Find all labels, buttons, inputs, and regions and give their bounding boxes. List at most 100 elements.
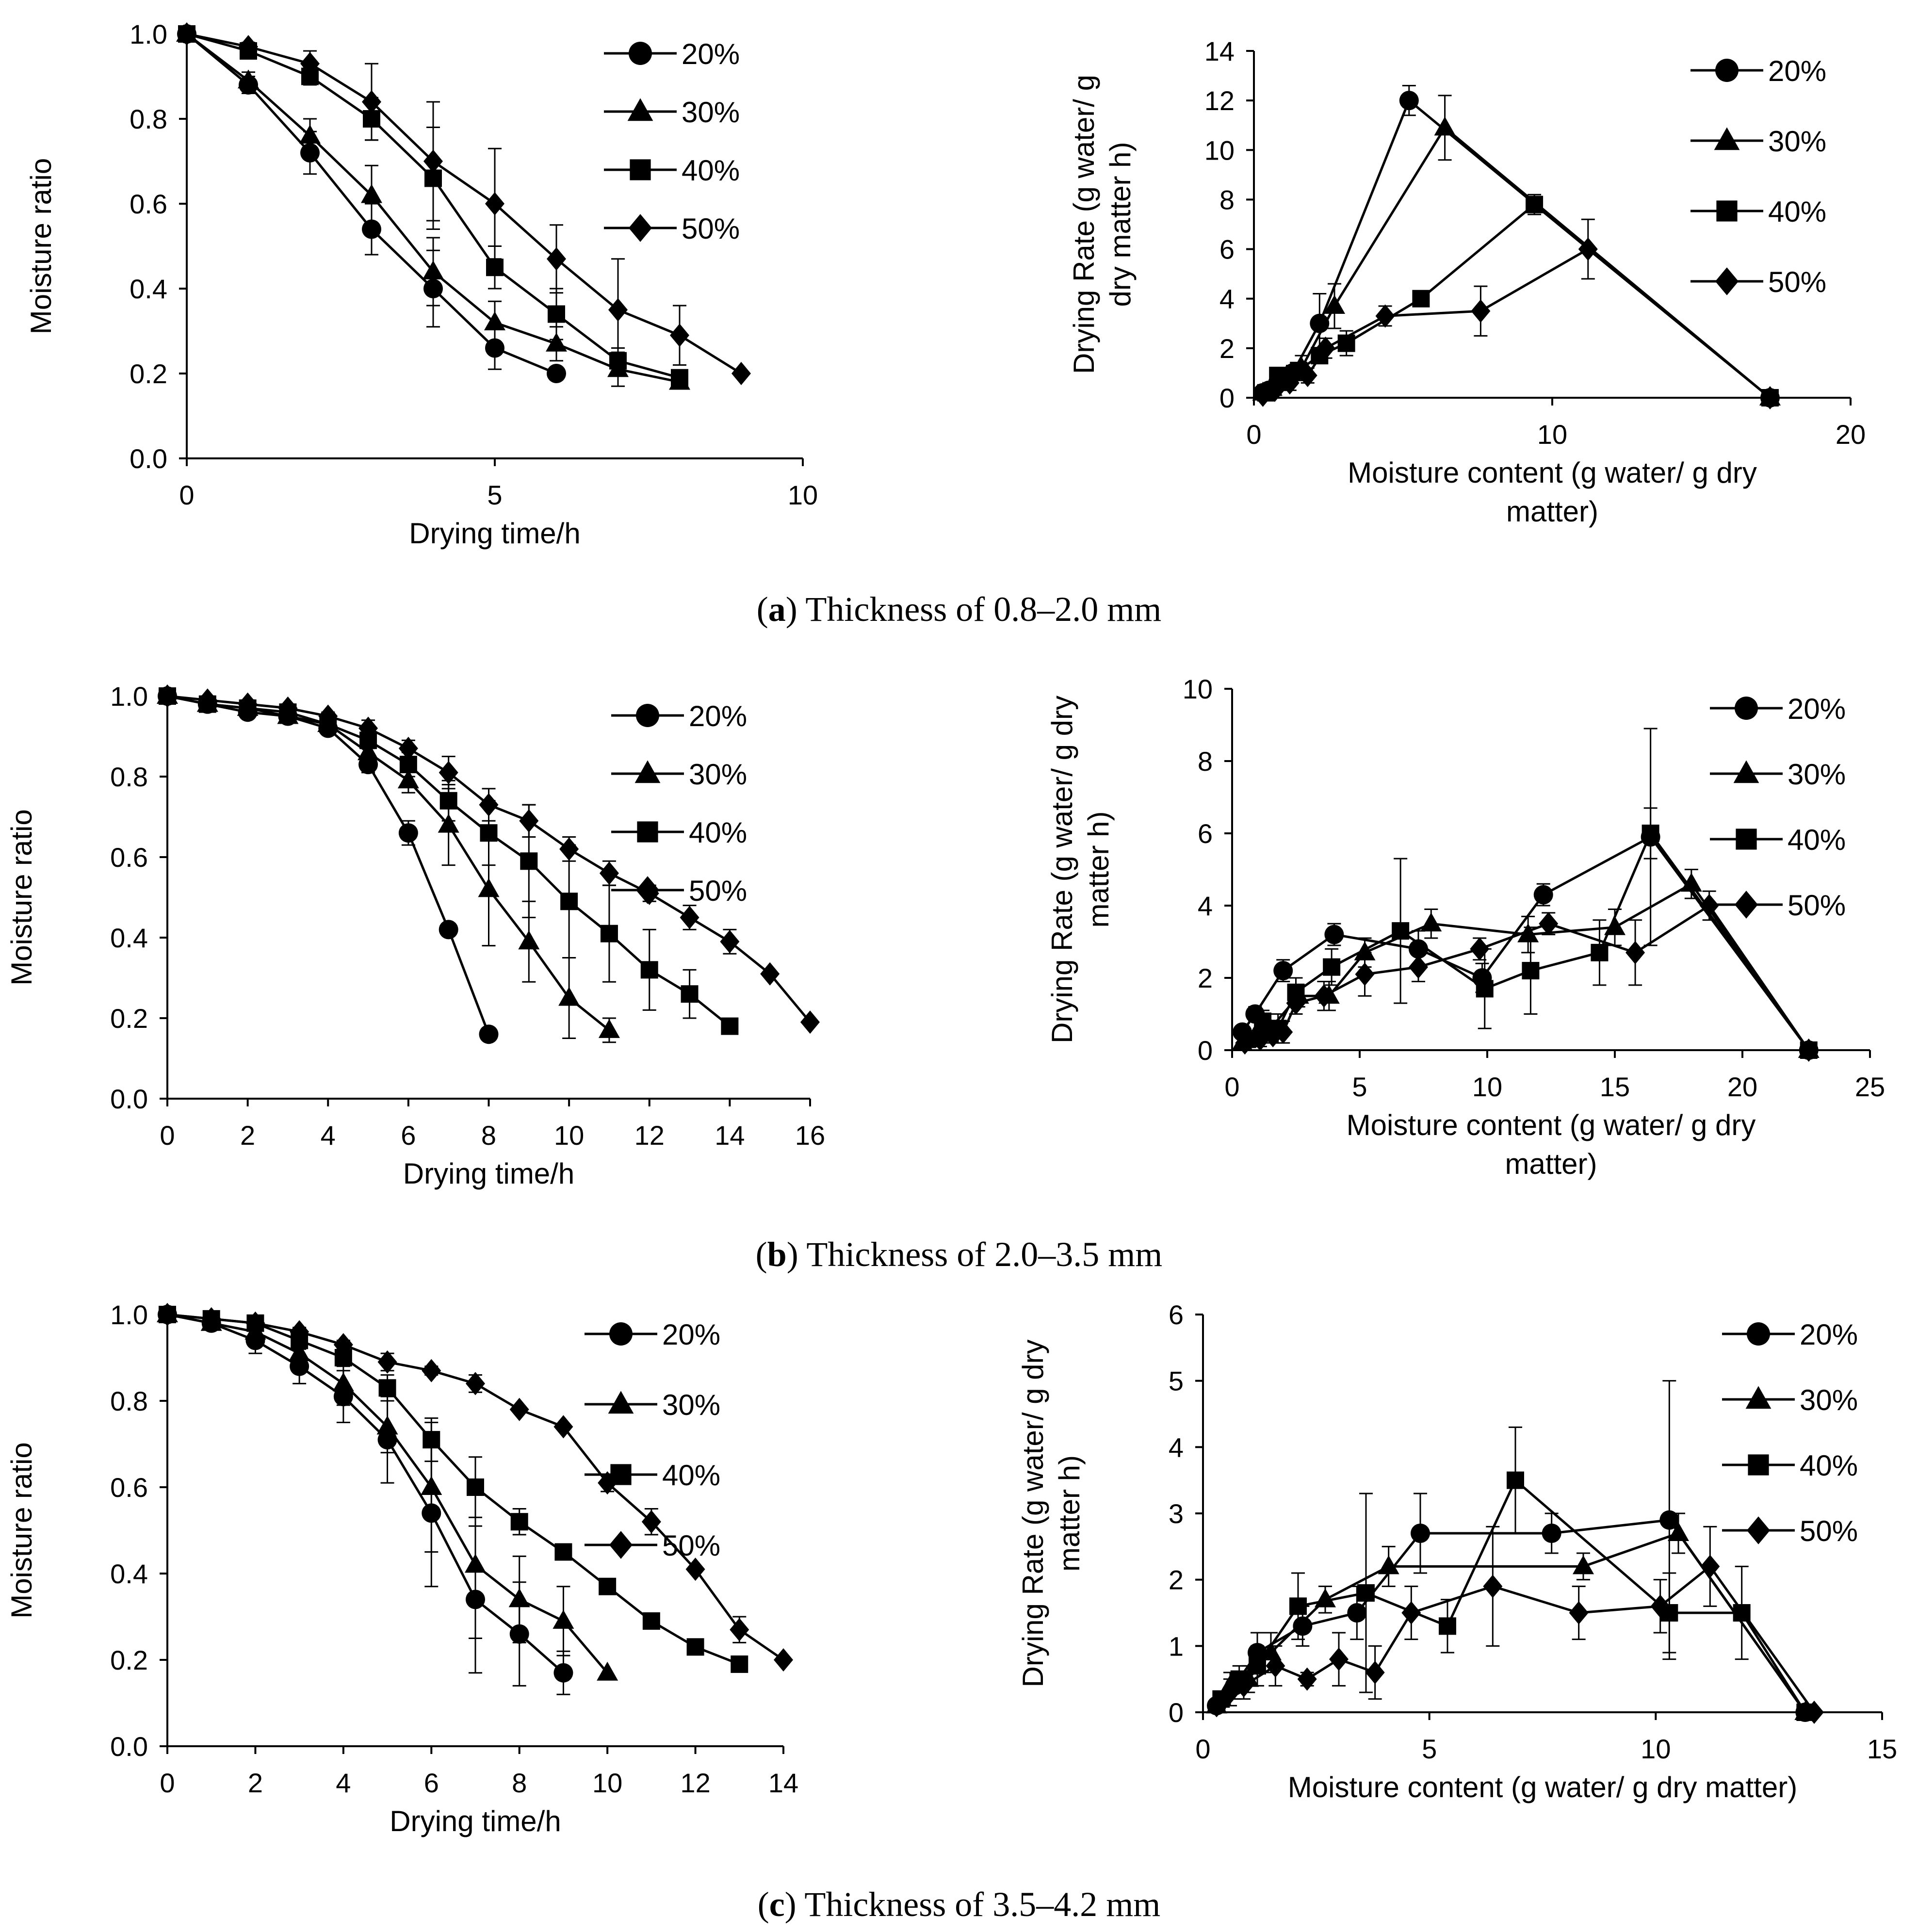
data-point xyxy=(1355,962,1375,986)
series-circle xyxy=(1253,85,1780,407)
data-point xyxy=(361,184,382,203)
data-point xyxy=(290,1320,309,1344)
data-point xyxy=(398,823,418,843)
legend-label: 50% xyxy=(682,212,740,245)
data-point xyxy=(479,793,499,817)
data-point xyxy=(332,1372,354,1392)
data-point xyxy=(598,1019,620,1038)
caption-a: (a) Thickness of 0.8–2.0 mm xyxy=(757,590,1162,629)
data-point xyxy=(465,1554,486,1573)
data-point xyxy=(362,90,381,114)
y-tick-label: 3 xyxy=(1169,1498,1184,1529)
data-point xyxy=(760,962,780,986)
series-circle xyxy=(158,1305,573,1695)
data-point xyxy=(1324,925,1344,944)
data-point xyxy=(520,852,538,870)
data-point xyxy=(1273,961,1293,981)
legend-label: 30% xyxy=(689,758,747,791)
x-tick-label: 5 xyxy=(487,480,502,510)
legend-label: 50% xyxy=(662,1529,720,1562)
data-point xyxy=(1316,336,1335,360)
legend-marker xyxy=(636,704,659,727)
x-tick-label: 10 xyxy=(1641,1734,1671,1764)
y-tick-label: 4 xyxy=(1219,284,1235,314)
data-point xyxy=(158,684,177,708)
x-tick-label: 20 xyxy=(1836,419,1866,450)
data-point xyxy=(547,247,566,271)
data-point xyxy=(1507,1471,1524,1489)
data-point xyxy=(358,741,379,761)
y-axis-title: matter h) xyxy=(1082,811,1115,927)
caption-c: (c) Thickness of 3.5–4.2 mm xyxy=(758,1885,1161,1924)
data-point xyxy=(1265,378,1285,402)
data-point xyxy=(685,1558,705,1581)
series-triangle xyxy=(1252,95,1781,406)
x-tick-label: 10 xyxy=(554,1120,584,1151)
legend: 20% 30% 40% 50% xyxy=(604,38,740,245)
x-tick-label: 10 xyxy=(1472,1072,1502,1102)
data-point xyxy=(600,925,618,942)
data-point xyxy=(423,149,443,173)
data-point xyxy=(1298,364,1317,388)
data-point xyxy=(508,1588,530,1607)
series-line xyxy=(1216,1564,1816,1713)
data-point xyxy=(1392,922,1410,940)
data-point xyxy=(597,1661,618,1681)
y-tick-label: 0.8 xyxy=(110,1386,148,1416)
legend-label: 20% xyxy=(682,38,740,70)
data-point xyxy=(1250,1027,1270,1051)
data-point xyxy=(1280,371,1300,395)
series-square xyxy=(159,1306,748,1673)
legend-marker xyxy=(629,214,652,242)
legend: 20% 30% 40% 50% xyxy=(611,700,747,907)
data-point xyxy=(608,298,628,322)
x-tick-label: 0 xyxy=(179,480,194,510)
legend-marker xyxy=(1747,1322,1770,1346)
legend-marker xyxy=(636,876,659,904)
data-point xyxy=(278,696,298,720)
x-axis-title: Drying time/h xyxy=(403,1157,574,1190)
data-point xyxy=(1578,237,1598,261)
series-circle xyxy=(1233,728,1819,1060)
data-point xyxy=(1650,1594,1670,1618)
data-point xyxy=(680,906,699,929)
data-point xyxy=(1471,299,1491,323)
x-tick-label: 4 xyxy=(321,1120,336,1151)
data-point xyxy=(484,311,505,330)
data-point xyxy=(300,52,320,76)
legend-label: 40% xyxy=(1768,195,1826,228)
panel-c-right-chart: 0 1 2 3 4 5 6 0 5 10 15 Moisture content (g water/ … xyxy=(1017,1299,1897,1803)
data-point xyxy=(422,1359,441,1382)
legend: 20% 30% 40% 50% xyxy=(1722,1318,1858,1547)
x-tick-label: 6 xyxy=(401,1120,416,1151)
legend-label: 40% xyxy=(662,1459,720,1492)
data-point xyxy=(599,861,619,885)
data-point xyxy=(1297,1667,1317,1691)
data-point xyxy=(439,792,457,810)
y-axis-title: Drying Rate (g water/ g dry xyxy=(1046,696,1078,1043)
data-point xyxy=(1659,1510,1679,1530)
data-point xyxy=(1526,195,1544,213)
series-diamond xyxy=(1207,1526,1824,1724)
data-point xyxy=(518,930,540,950)
series-line xyxy=(1241,835,1810,1051)
x-tick-label: 10 xyxy=(592,1768,622,1798)
x-tick-label: 2 xyxy=(240,1120,255,1151)
legend-label: 40% xyxy=(1800,1449,1858,1482)
y-tick-label: 0.0 xyxy=(130,443,167,474)
x-tick-label: 0 xyxy=(160,1120,175,1151)
data-point xyxy=(467,1478,484,1496)
data-point xyxy=(1375,304,1395,328)
data-point xyxy=(642,1612,660,1630)
data-point xyxy=(686,1638,704,1656)
series-line xyxy=(167,695,610,1031)
y-tick-label: 0.2 xyxy=(110,1003,148,1034)
data-point xyxy=(439,920,458,940)
data-point xyxy=(318,704,338,728)
data-point xyxy=(438,813,459,833)
data-point xyxy=(478,878,500,897)
data-point xyxy=(1207,1694,1226,1718)
legend-marker xyxy=(609,1531,633,1559)
legend: 20% 30% 40% 50% xyxy=(1690,55,1826,298)
